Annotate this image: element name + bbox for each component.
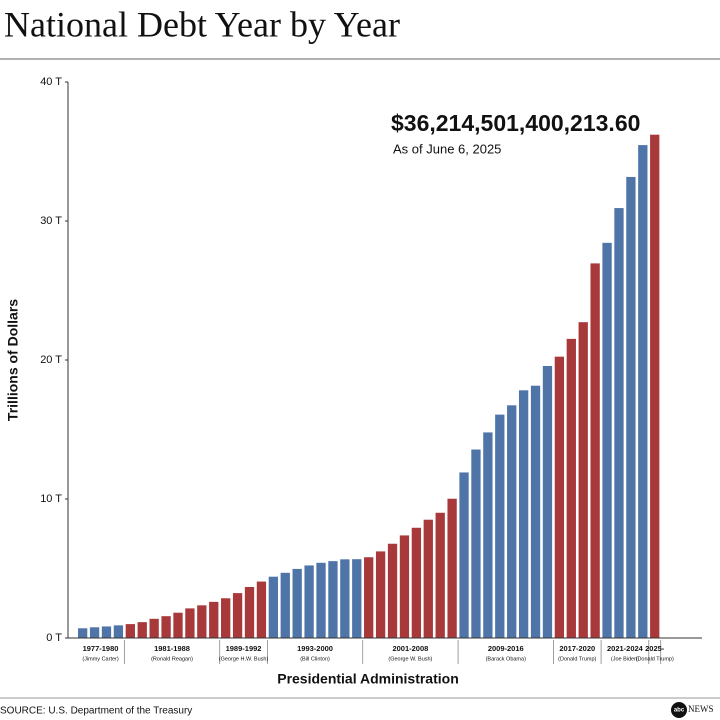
bar — [542, 365, 553, 638]
bar — [304, 565, 314, 638]
bar — [89, 627, 100, 638]
group-label: 1977-1980 — [83, 644, 119, 653]
bar — [173, 612, 183, 638]
group-label: 1993-2000 — [297, 644, 333, 653]
bar — [101, 626, 112, 638]
chart-title: National Debt Year by Year — [4, 4, 400, 44]
bar — [149, 618, 159, 638]
bar — [614, 208, 624, 638]
bar — [507, 405, 517, 638]
bar — [471, 449, 481, 638]
bar — [125, 624, 135, 638]
group-label: 2025- — [645, 644, 665, 653]
annotation-sub: As of June 6, 2025 — [393, 141, 501, 156]
logo-text: NEWS — [688, 704, 714, 714]
bar — [423, 519, 433, 638]
group-label: 2021-2024 — [607, 644, 644, 653]
group-president: (Ronald Reagan) — [151, 656, 193, 662]
y-tick-label: 30 T — [40, 215, 62, 227]
bar — [650, 134, 660, 638]
bar — [292, 568, 302, 638]
bar — [435, 512, 445, 638]
bar — [530, 385, 541, 638]
bar — [566, 338, 576, 638]
group-president: (Bill Clinton) — [300, 656, 330, 662]
bar — [256, 581, 267, 638]
source: SOURCE: U.S. Department of the Treasury — [0, 706, 192, 717]
y-tick-label: 0 T — [46, 632, 62, 644]
bar — [638, 145, 648, 638]
annotation: $36,214,501,400,213.60 — [391, 110, 640, 136]
bar — [328, 561, 338, 638]
y-tick-label: 20 T — [40, 354, 62, 366]
group-president: (George H.W. Bush) — [219, 656, 269, 662]
bar — [554, 356, 565, 638]
group-president: (Donald Trump) — [636, 656, 674, 662]
x-axis-label: Presidential Administration — [277, 671, 459, 687]
bar — [387, 543, 398, 638]
bar — [137, 622, 147, 638]
y-tick-label: 10 T — [40, 493, 62, 505]
bar — [316, 562, 326, 638]
bar — [483, 432, 493, 638]
bar — [244, 586, 255, 638]
group-label: 2009-2016 — [488, 644, 524, 653]
logo: abc — [674, 708, 685, 714]
bar — [280, 572, 290, 638]
group-label: 2017-2020 — [559, 644, 595, 653]
group-label: 2001-2008 — [392, 644, 428, 653]
bar — [113, 625, 124, 638]
group-label: 1989-1992 — [226, 644, 262, 653]
bar — [340, 559, 350, 638]
bar — [518, 390, 529, 638]
bar — [626, 176, 636, 638]
bar — [78, 628, 88, 638]
group-president: (George W. Bush) — [388, 656, 432, 662]
bar — [399, 535, 410, 638]
bar — [578, 322, 588, 638]
bar — [268, 576, 278, 638]
bar — [411, 527, 422, 638]
bar — [459, 472, 469, 638]
bar — [375, 551, 386, 638]
group-president: (Joe Biden) — [611, 656, 639, 662]
bar — [447, 498, 457, 638]
bar — [221, 598, 231, 638]
bar — [161, 616, 171, 638]
bar — [495, 414, 505, 638]
bar — [602, 242, 612, 638]
group-label: 1981-1988 — [154, 644, 190, 653]
group-president: (Donald Trump) — [558, 656, 596, 662]
bar — [352, 559, 362, 638]
group-president: (Jimmy Carter) — [82, 656, 119, 662]
bar — [197, 605, 207, 638]
bar — [209, 601, 219, 638]
bar — [364, 557, 374, 638]
bar — [185, 608, 195, 638]
logo-circle — [671, 702, 687, 718]
y-axis-label: Trillions of Dollars — [5, 299, 21, 421]
bar — [232, 593, 243, 638]
group-president: (Barack Obama) — [486, 656, 527, 662]
bar — [590, 263, 600, 638]
y-tick-label: 40 T — [40, 76, 62, 88]
